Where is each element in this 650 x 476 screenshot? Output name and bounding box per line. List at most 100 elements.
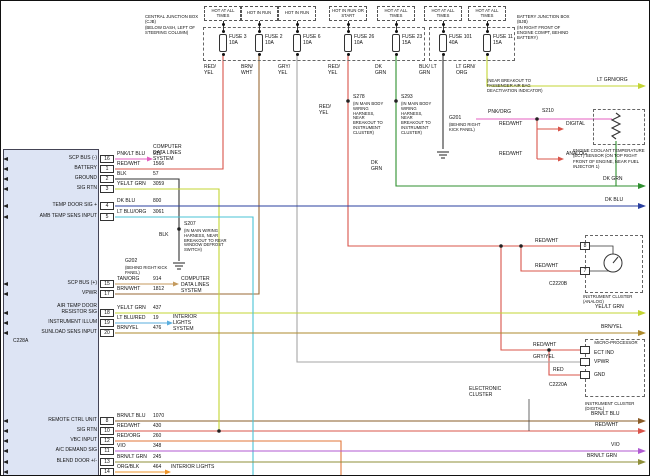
fuse-top-dot xyxy=(394,30,398,33)
pin-number-box: 16 xyxy=(100,154,114,163)
fuse-top-dot xyxy=(485,30,489,33)
ect-resistor-symbol xyxy=(610,112,622,140)
fuse-symbol xyxy=(483,34,491,52)
pin-number-box: 17 xyxy=(100,289,114,298)
splice-dot xyxy=(394,99,398,103)
module-pin-label: REMOTE CTRL UNIT xyxy=(48,416,97,423)
wire-label: BRN/YEL xyxy=(601,324,623,330)
pin-number-box: 2 xyxy=(100,174,114,183)
circuit-number: 914 xyxy=(153,276,162,282)
wire-entry-arrow xyxy=(3,310,8,315)
system-arrow xyxy=(147,156,153,162)
feed-dot xyxy=(394,22,398,26)
fuse-symbol xyxy=(344,34,352,52)
wire-color-label: RED/WHT xyxy=(117,423,141,429)
pin-number-box: 13 xyxy=(100,457,114,466)
offpage-arrow xyxy=(638,418,646,424)
module-pin-label: BATTERY xyxy=(74,164,97,171)
wire-label: GRY/YEL xyxy=(533,354,555,360)
fuse-bottom-dot xyxy=(346,52,350,56)
junction-dot xyxy=(217,429,221,433)
power-tab: HOT IN RUN OR START xyxy=(329,6,367,21)
wire-color-label: RED/WHT xyxy=(117,161,141,167)
wire-color-label: BRN/LT BLU xyxy=(117,413,146,419)
circuit-number: 1070 xyxy=(153,413,165,419)
power-tab: HOT AT ALL TIMES xyxy=(204,6,242,21)
wire-lt-grn-org xyxy=(486,55,638,87)
system-arrow xyxy=(165,469,171,475)
tab-feed-line xyxy=(443,21,444,31)
wire-color-label: DK BLU xyxy=(117,198,136,204)
micro-row-ect-ind: ECT IND xyxy=(594,350,614,356)
pin-number-box: 12 xyxy=(100,436,114,445)
pin-number-box: 19 xyxy=(100,318,114,327)
cjb-location: (BELOW DASH, LEFT OF STEERING COLUMN) xyxy=(145,24,196,36)
wire-color-label: YEL/LT GRN xyxy=(117,181,146,187)
module-pin-label: A/C DEMAND SIG xyxy=(55,446,97,453)
wire-color-label: ORG/BLK xyxy=(117,464,140,470)
digital-branch-tag: DIGITAL xyxy=(566,121,586,127)
pin-number-box: 3 xyxy=(100,184,114,193)
tab-feed-line xyxy=(396,21,397,31)
wire-label: VIO xyxy=(611,442,620,448)
control-module-box xyxy=(3,149,99,475)
wire-entry-arrow xyxy=(3,176,8,181)
junction-dot xyxy=(547,348,551,352)
analog-connector-label: C2220B xyxy=(549,281,568,287)
wire-label: BRN/LT GRN xyxy=(587,453,617,459)
circuit-number: 800 xyxy=(153,198,162,204)
wire-entry-arrow xyxy=(3,428,8,433)
splice-dot xyxy=(177,227,181,231)
module-pin-label: GROUND xyxy=(74,174,97,181)
offpage-arrow xyxy=(638,183,646,189)
fuse-bottom-dot xyxy=(441,52,445,56)
wire-color-label: VIO xyxy=(117,443,126,449)
fuse-bottom-dot xyxy=(295,52,299,56)
wire-label: RED/WHT xyxy=(535,238,559,244)
module-pin-label: BLEND DOOR +/- xyxy=(56,457,97,464)
micro-caption: INSTRUMENT CLUSTER (DIGITAL) xyxy=(585,401,635,412)
pin-number-box: 11 xyxy=(100,446,114,455)
wire-color-label: BRN/YEL xyxy=(117,325,139,331)
wire-label: LT GRN/ORG xyxy=(597,77,628,83)
fuse-label: FUSE 3 10A xyxy=(229,34,247,46)
micro-pin-vpwr xyxy=(580,358,590,366)
wire-color-label: LT BLU/ORG xyxy=(117,209,147,215)
wire-label: RED xyxy=(553,367,564,373)
ect-sensor-box xyxy=(593,109,645,145)
fuse-top-dot xyxy=(441,30,445,33)
offpage-arrow xyxy=(638,459,646,465)
splice-label-S278: S278 xyxy=(353,94,365,100)
tab-feed-line xyxy=(223,21,224,31)
wire-label: DK GRN xyxy=(371,160,383,172)
digital-arrow xyxy=(558,126,564,132)
fuse-bottom-dot xyxy=(221,52,225,56)
feed-dot xyxy=(346,22,350,26)
wire-entry-arrow xyxy=(3,330,8,335)
gauge-needle xyxy=(612,256,619,264)
wire-color-label: BLK xyxy=(117,171,127,177)
wire-label: DK GRN xyxy=(603,176,623,182)
splice-note: (IN MAIN WIRING HARNESS, NEAR BREAKOUT T… xyxy=(184,228,227,253)
micro-pin-gnd xyxy=(580,371,590,379)
pin-number-box: 20 xyxy=(100,328,114,337)
cjb-caption: CENTRAL JUNCTION BOX (CJB) (BELOW DASH, … xyxy=(145,14,201,35)
fuse-label: FUSE 26 10A xyxy=(354,34,375,46)
wire-color-label: BRN/LT GRN xyxy=(117,454,147,460)
micro-row-vpwr: VPWR xyxy=(594,359,609,365)
junction-dot xyxy=(519,244,523,248)
fuse-symbol xyxy=(293,34,301,52)
fuse-top-dot xyxy=(295,30,299,33)
wire-entry-arrow xyxy=(3,291,8,296)
circuit-number: 348 xyxy=(153,443,162,449)
system-arrow xyxy=(167,320,173,326)
ground-note: (BEHIND RIGHT KICK PANEL) xyxy=(449,122,481,132)
module-pin-label: AIR TEMP DOOR RESISTOR SIG xyxy=(57,303,97,315)
fuse-top-dot xyxy=(346,30,350,33)
splice-label-S210: S210 xyxy=(542,108,554,114)
offpage-arrow xyxy=(638,203,646,209)
cjb-title: CENTRAL JUNCTION BOX (CJB) xyxy=(145,14,199,25)
pin-number-box: 8 xyxy=(100,416,114,425)
fuse2-wire-label: BRN/ WHT xyxy=(241,64,253,76)
module-pin-label: SIG RTN xyxy=(76,426,97,433)
